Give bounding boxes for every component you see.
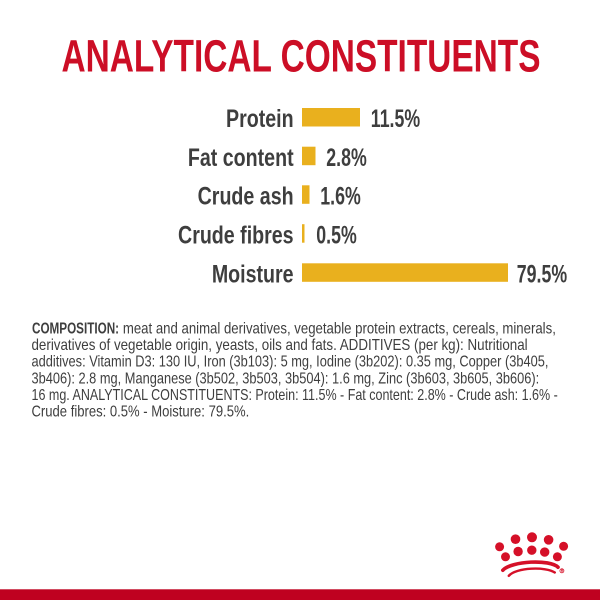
svg-text:3b406): 2.8 mg, Manganese (3b5: 3b406): 2.8 mg, Manganese (3b502, 3b503,… bbox=[32, 369, 540, 386]
svg-text:Protein: Protein bbox=[226, 105, 294, 133]
svg-text:meat and animal derivatives, v: meat and animal derivatives, vegetable p… bbox=[119, 321, 556, 338]
svg-text:COMPOSITION:: COMPOSITION: bbox=[32, 320, 119, 337]
svg-text:Crude fibres: 0.5% - Moisture:: Crude fibres: 0.5% - Moisture: 79.5%. bbox=[32, 404, 250, 421]
svg-text:derivatives of vegetable origi: derivatives of vegetable origin, yeasts,… bbox=[32, 337, 528, 354]
svg-text:2.8%: 2.8% bbox=[326, 143, 366, 172]
svg-text:additives: Vitamin D3: 130 IU,: additives: Vitamin D3: 130 IU, Iron (3b1… bbox=[32, 353, 549, 370]
svg-text:Fat content: Fat content bbox=[188, 144, 294, 172]
svg-text:ANALYTICAL CONSTITUENTS: ANALYTICAL CONSTITUENTS bbox=[61, 32, 540, 82]
svg-text:0.5%: 0.5% bbox=[316, 220, 356, 249]
svg-text:1.6%: 1.6% bbox=[320, 181, 360, 210]
svg-text:16 mg. ANALYTICAL CONSTITUENTS: 16 mg. ANALYTICAL CONSTITUENTS: Protein:… bbox=[32, 386, 559, 403]
svg-text:79.5%: 79.5% bbox=[517, 259, 567, 288]
svg-text:Crude ash: Crude ash bbox=[198, 182, 294, 210]
svg-text:R: R bbox=[561, 569, 564, 573]
svg-text:11.5%: 11.5% bbox=[371, 104, 420, 133]
svg-text:Crude fibres: Crude fibres bbox=[178, 221, 294, 249]
svg-text:Moisture: Moisture bbox=[212, 260, 294, 288]
